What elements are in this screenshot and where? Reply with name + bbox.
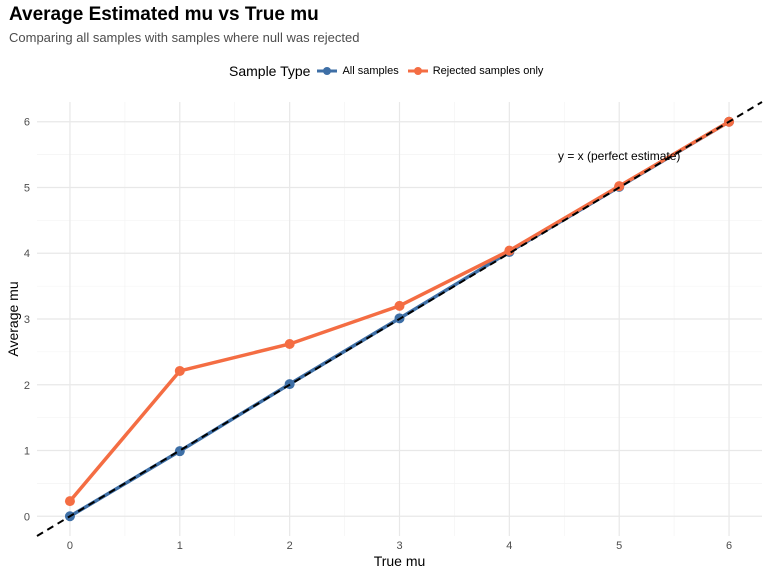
y-tick-label: 5 — [24, 182, 30, 194]
y-tick-label: 3 — [24, 314, 30, 326]
y-tick-label: 2 — [24, 380, 30, 392]
reference-layer — [36, 101, 763, 537]
data-point-rejected-samples-only — [504, 245, 515, 256]
legend-label-rejected-samples: Rejected samples only — [432, 65, 544, 77]
legend-item-all-samples: All samples — [316, 64, 399, 78]
legend-key-rejected-samples — [407, 67, 428, 75]
chart-subtitle: Comparing all samples with samples where… — [9, 30, 360, 45]
reference-line-y-equals-x — [36, 101, 763, 537]
legend: Sample Type All samples Rejected samples… — [229, 62, 551, 80]
x-axis-title: True mu — [374, 553, 426, 569]
legend-key-all-samples — [317, 67, 338, 75]
reference-line-annotation: y = x (perfect estimate) — [558, 149, 680, 163]
x-tick-label: 0 — [67, 540, 73, 552]
x-tick-label: 2 — [287, 540, 293, 552]
data-point-rejected-samples-only — [174, 365, 185, 376]
legend-title: Sample Type — [229, 63, 311, 79]
legend-item-rejected-samples: Rejected samples only — [407, 64, 544, 78]
data-point-rejected-samples-only — [284, 338, 295, 349]
y-axis-title: Average mu — [5, 281, 21, 356]
data-point-rejected-samples-only — [64, 496, 75, 507]
data-point-rejected-samples-only — [394, 300, 405, 311]
x-tick-label: 6 — [726, 540, 732, 552]
x-tick-label: 3 — [396, 540, 402, 552]
y-tick-label: 4 — [24, 248, 30, 260]
y-tick-label: 6 — [24, 117, 30, 129]
x-tick-label: 5 — [616, 540, 622, 552]
x-tick-label: 4 — [506, 540, 512, 552]
grid-layer — [37, 102, 762, 536]
y-tick-label: 0 — [24, 511, 30, 523]
chart-title: Average Estimated mu vs True mu — [9, 4, 319, 25]
x-tick-label: 1 — [177, 540, 183, 552]
tick-layer: 0 1 2 3 4 5 6 0 1 2 3 4 5 6 — [24, 117, 732, 552]
legend-label-all-samples: All samples — [342, 65, 399, 77]
y-tick-label: 1 — [24, 446, 30, 458]
